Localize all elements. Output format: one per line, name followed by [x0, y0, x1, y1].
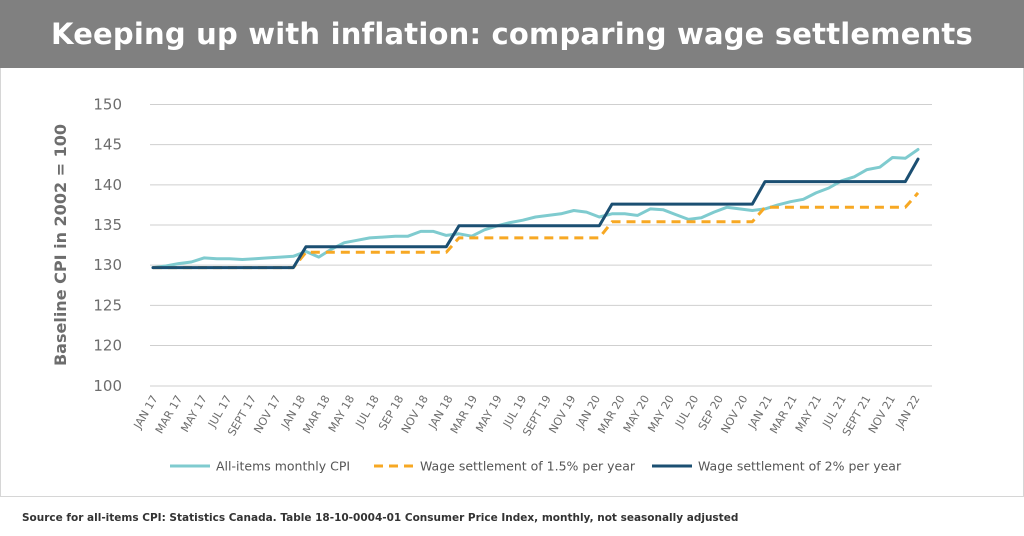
series-line-1: [151, 148, 920, 270]
legend-label: Wage settlement of 2% per year: [698, 459, 902, 474]
gridlines: [150, 104, 932, 387]
y-tick-label: 125: [93, 296, 122, 314]
page-title: Keeping up with inflation: comparing wag…: [51, 17, 973, 51]
y-tick-label: 135: [93, 216, 122, 234]
legend: All-items monthly CPI Wage settlement of …: [170, 459, 902, 474]
y-tick-label: 130: [93, 256, 122, 274]
series-lines: [151, 148, 920, 270]
y-tick-label: 100: [93, 377, 122, 395]
series-line-2: [153, 191, 920, 270]
y-axis-ticks: 100 120 125 130 135 140 145 150: [93, 96, 122, 396]
legend-label: All-items monthly CPI: [216, 459, 350, 474]
series-line-3: [151, 157, 920, 270]
y-tick-label: 120: [93, 337, 122, 355]
title-banner: [0, 0, 1024, 68]
legend-label: Wage settlement of 1.5% per year: [420, 459, 636, 474]
y-tick-label: 150: [93, 96, 122, 114]
y-tick-label: 140: [93, 176, 122, 194]
y-axis-label: Baseline CPI in 2002 = 100: [51, 124, 70, 366]
y-tick-label: 145: [93, 136, 122, 154]
source-note: Source for all-items CPI: Statistics Can…: [22, 512, 739, 524]
x-tick-label: JAN 22: [893, 393, 923, 432]
